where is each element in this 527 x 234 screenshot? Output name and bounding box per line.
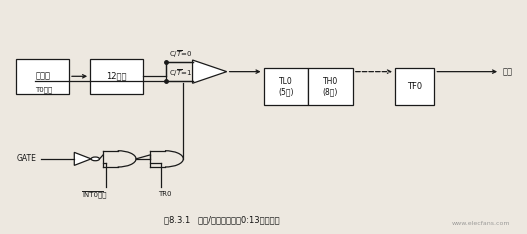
Circle shape [91, 157, 100, 161]
Bar [16, 59, 69, 94]
Polygon shape [192, 60, 227, 83]
Text: 图8.3.1   定时/计数器的模式0:13位计数器: 图8.3.1 定时/计数器的模式0:13位计数器 [164, 215, 279, 224]
Text: 振荡器: 振荡器 [35, 72, 50, 81]
Bar [308, 68, 353, 105]
Text: 12分频: 12分频 [106, 72, 126, 81]
Text: GATE: GATE [16, 154, 36, 163]
Text: TF0: TF0 [407, 82, 422, 91]
Text: INT0引脚: INT0引脚 [82, 191, 106, 198]
Text: TL0
(5位): TL0 (5位) [278, 77, 294, 96]
Polygon shape [74, 152, 91, 165]
Text: 中断: 中断 [503, 67, 513, 76]
Bar [90, 59, 143, 94]
Text: TH0
(8位): TH0 (8位) [323, 77, 338, 96]
Text: www.elecfans.com: www.elecfans.com [452, 221, 511, 226]
Bar [264, 68, 308, 105]
Text: C/$\overline{T}$=1: C/$\overline{T}$=1 [169, 67, 192, 79]
Bar [395, 68, 434, 105]
Text: C/$\overline{T}$=0: C/$\overline{T}$=0 [169, 49, 192, 60]
Text: T0引脚: T0引脚 [35, 87, 52, 93]
Text: TR0: TR0 [158, 191, 171, 197]
